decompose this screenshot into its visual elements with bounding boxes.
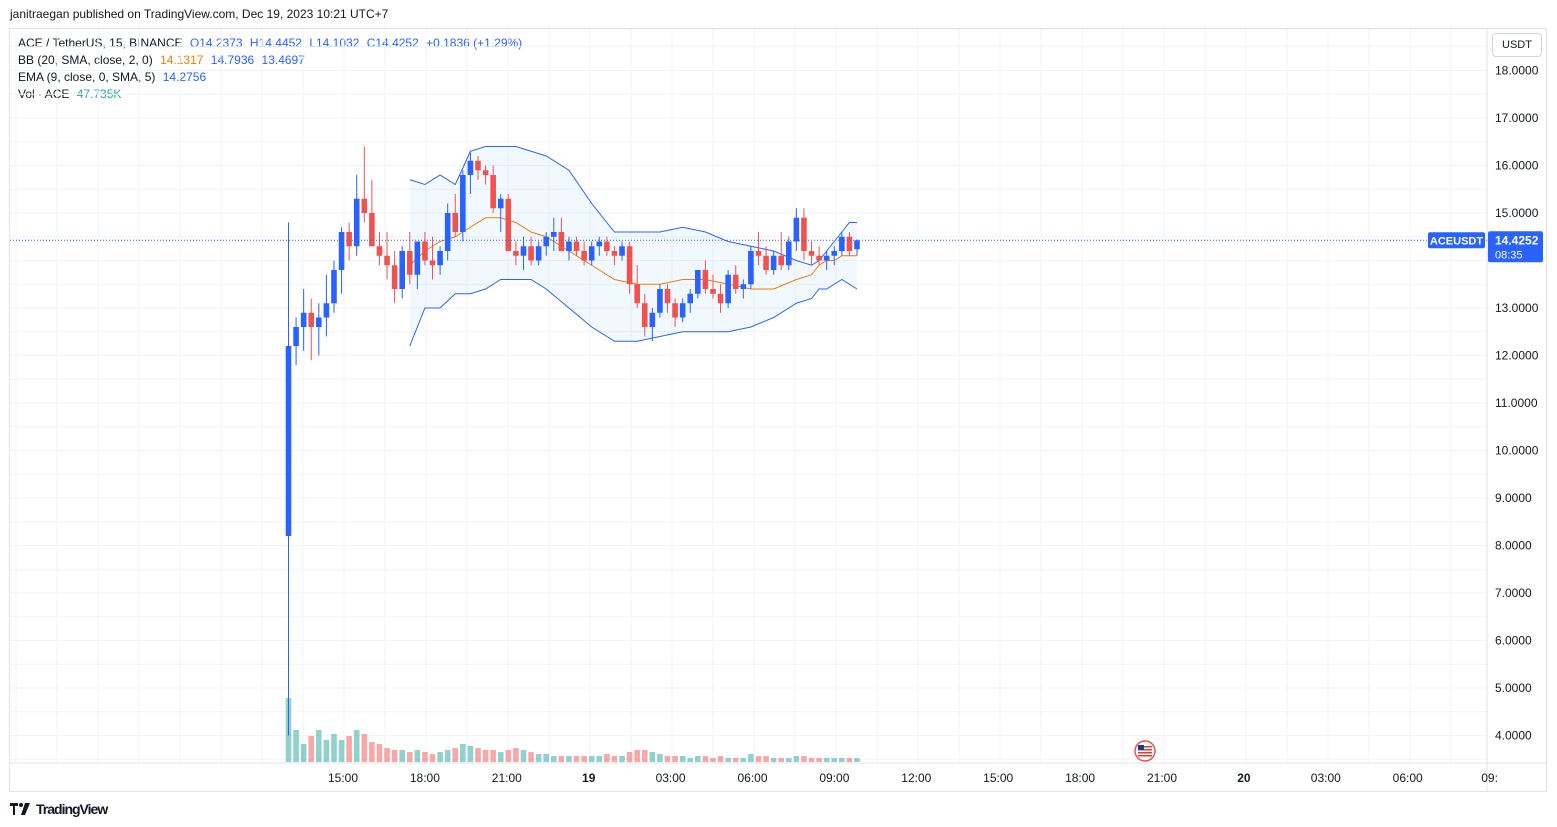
legend-bb-lower: 13.4697 (261, 53, 305, 67)
legend-ema-value: 14.2756 (162, 70, 207, 84)
legend-bb-upper: 14.7936 (210, 53, 255, 67)
legend-ema-label: EMA (9, close, 0, SMA, 5) (18, 70, 156, 84)
legend-vol-row[interactable]: Vol · ACE 47.735K (18, 86, 526, 103)
legend-close: C14.4252 (366, 36, 419, 50)
legend-symbol[interactable]: ACE / TetherUS, 15, BINANCE (18, 36, 183, 50)
legend-bb-row[interactable]: BB (20, SMA, close, 2, 0) 14.1317 14.793… (18, 52, 526, 69)
chart-legend: ACE / TetherUS, 15, BINANCE O14.2373 H14… (18, 35, 526, 103)
legend-high: H14.4452 (249, 36, 302, 50)
currency-unit-button[interactable]: USDT (1492, 33, 1542, 57)
publish-caption: janitraegan published on TradingView.com… (10, 7, 389, 21)
footer-brand[interactable]: TradingView (10, 801, 108, 817)
legend-ema-row[interactable]: EMA (9, close, 0, SMA, 5) 14.2756 (18, 69, 526, 86)
legend-low: L14.1032 (309, 36, 360, 50)
footer-brand-label: TradingView (36, 801, 108, 817)
chart-frame[interactable] (9, 28, 1547, 792)
legend-symbol-row: ACE / TetherUS, 15, BINANCE O14.2373 H14… (18, 35, 526, 52)
legend-vol-value: 47.735K (76, 87, 122, 101)
legend-vol-label: Vol · ACE (18, 87, 70, 101)
legend-bb-label: BB (20, SMA, close, 2, 0) (18, 53, 153, 67)
tradingview-logo-icon (10, 803, 30, 815)
legend-change: +0.1836 (+1.29%) (426, 36, 523, 50)
legend-bb-basis: 14.1317 (160, 53, 204, 67)
legend-open: O14.2373 (189, 36, 243, 50)
